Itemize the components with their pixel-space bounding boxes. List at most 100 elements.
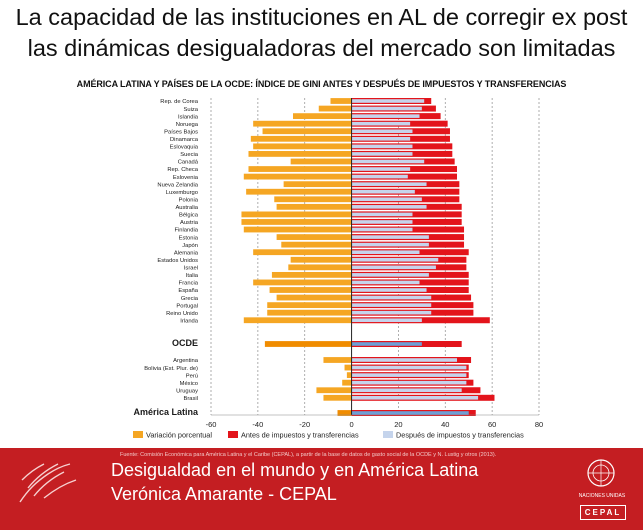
slide-title: La capacidad de las instituciones en AL … [0, 2, 643, 64]
bar-despues [351, 205, 427, 209]
bar-variacion [243, 317, 352, 324]
bar-variacion [271, 271, 352, 278]
category-label: Eslovaquia [170, 145, 199, 151]
category-label: Países Bajos [164, 129, 198, 135]
bar-variacion [276, 294, 352, 301]
category-label: Canadá [178, 160, 199, 166]
category-label: Estados Unidos [157, 258, 198, 264]
bar-variacion [264, 341, 352, 347]
bar-despues [351, 174, 408, 179]
bar-despues [351, 265, 436, 270]
category-label: Austria [180, 220, 199, 226]
category-label: Luxemburgo [166, 190, 198, 196]
bar-despues [351, 189, 415, 194]
category-label: Rep. Checa [167, 167, 198, 173]
un-emblem-icon [587, 459, 615, 487]
category-label: Perú [186, 373, 198, 379]
legend-swatch [228, 431, 238, 438]
bar-despues [351, 388, 462, 393]
bar-despues [351, 212, 413, 217]
bar-variacion [290, 158, 352, 165]
bar-variacion [288, 264, 352, 271]
bar-despues [351, 396, 479, 400]
bar-despues [351, 159, 425, 164]
chart-title: AMÉRICA LATINA Y PAÍSES DE LA OCDE: ÍNDI… [76, 79, 567, 89]
category-label: Bélgica [179, 213, 199, 219]
slide-title-line-1: La capacidad de las instituciones en AL … [15, 4, 628, 30]
category-label: Reino Unido [166, 311, 198, 317]
category-label: Irlanda [180, 318, 199, 324]
category-label: España [178, 288, 198, 294]
bar-despues [351, 342, 422, 346]
bar-despues [351, 288, 427, 292]
bar-variacion [323, 357, 352, 363]
bar-despues [351, 318, 422, 323]
legend-label: Antes de impuestos y transferencias [241, 431, 359, 440]
category-label: Estonia [179, 235, 199, 241]
legend-label: Variación porcentual [146, 431, 212, 440]
x-tick-label: 0 [349, 420, 353, 429]
bar-despues [351, 310, 432, 315]
category-label: Brasil [184, 396, 199, 402]
category-label: Australia [175, 205, 198, 211]
bar-variacion [290, 256, 352, 263]
bar-variacion [267, 309, 352, 316]
bar-variacion [269, 287, 352, 293]
bar-variacion [250, 135, 352, 142]
hand-logo-icon [19, 463, 77, 503]
bar-variacion [281, 241, 352, 248]
bar-despues [351, 137, 411, 141]
x-tick-label: 40 [441, 420, 449, 429]
bar-variacion [293, 113, 352, 120]
bar-despues [351, 220, 413, 224]
bar-variacion [248, 151, 352, 157]
bar-variacion [330, 98, 352, 104]
footer-line-1: Desigualdad en el mundo y en América Lat… [111, 460, 479, 480]
bar-variacion [253, 120, 352, 127]
category-label: Italia [186, 273, 199, 279]
category-label: Polonia [179, 197, 199, 203]
category-label: Japón [182, 243, 198, 249]
bar-despues [351, 235, 429, 239]
bar-variacion [243, 226, 352, 233]
bar-despues [351, 373, 467, 377]
bar-despues [351, 257, 439, 262]
x-tick-label: 60 [488, 420, 496, 429]
bar-despues [351, 99, 425, 103]
category-label: Uruguay [176, 388, 198, 394]
category-label: América Latina [133, 407, 199, 417]
category-label: Portugal [176, 303, 198, 309]
legend-swatch [383, 431, 393, 438]
bar-variacion [253, 279, 352, 286]
slide-title-line-2: las dinámicas desigualadoras del mercado… [27, 35, 616, 61]
source-note: Fuente: Comisión Económica para América … [120, 452, 497, 458]
footer-band [0, 448, 643, 530]
x-tick-label: -40 [252, 420, 263, 429]
category-label: Bolivia (Est. Plur. de) [144, 366, 198, 372]
bar-variacion [342, 379, 352, 386]
bar-despues [351, 167, 411, 171]
bar-despues [351, 227, 413, 232]
category-label: Francia [179, 281, 199, 287]
bar-despues [351, 106, 422, 111]
bar-variacion [248, 166, 352, 172]
x-tick-label: -60 [206, 420, 217, 429]
legend-label: Después de impuestos y transferencias [396, 431, 524, 440]
category-label: Rep. de Corea [160, 99, 198, 105]
bar-despues [351, 273, 429, 277]
category-label: Finlandia [174, 228, 198, 234]
bar-despues [351, 358, 457, 362]
bar-despues [351, 197, 422, 202]
category-label: OCDE [172, 338, 198, 348]
category-label: Suecia [180, 152, 199, 158]
bar-variacion [283, 181, 352, 188]
bar-despues [351, 182, 427, 186]
bar-variacion [243, 173, 352, 180]
category-label: Noruega [176, 122, 199, 128]
x-tick-label: 80 [535, 420, 543, 429]
bar-variacion [346, 372, 352, 379]
category-label: Eslovenia [173, 175, 199, 181]
footer-line-2: Verónica Amarante - CEPAL [111, 484, 337, 504]
bar-variacion [241, 219, 352, 225]
